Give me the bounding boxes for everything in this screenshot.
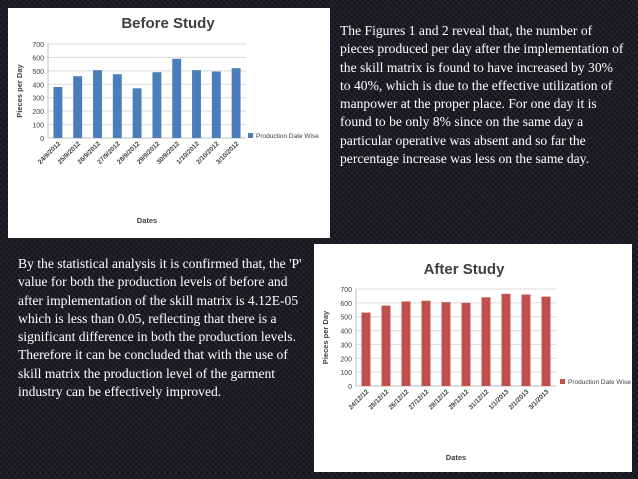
x-tick-label: 2/1/2013 xyxy=(508,388,531,411)
y-tick-label: 700 xyxy=(32,42,44,49)
after-study-chart: After Study 0 100 200 300 400 500 600 700 24/12/1… xyxy=(321,261,631,462)
before-study-chart: Before Study010020030040050060070024/9/2… xyxy=(15,15,319,225)
bar xyxy=(381,305,391,386)
y-axis-label: Pieces per Day xyxy=(15,63,24,117)
y-tick-label: 500 xyxy=(340,315,352,322)
figures-description-text: The Figures 1 and 2 reveal that, the num… xyxy=(340,23,624,167)
bar xyxy=(481,297,491,386)
after-study-chart-panel: After Study 0 100 200 300 400 500 600 700 24/12/1… xyxy=(314,244,632,472)
bar xyxy=(112,74,122,138)
bar xyxy=(541,296,551,386)
x-tick-label: 26/12/12 xyxy=(388,388,411,411)
legend-label: Production Date Wise xyxy=(256,133,319,140)
bar xyxy=(441,302,451,386)
y-tick-label: 400 xyxy=(340,329,352,336)
bar xyxy=(521,294,531,386)
x-tick-label: 24/12/12 xyxy=(348,388,371,411)
y-axis-label: Pieces per Day xyxy=(321,310,330,364)
y-tick-label: 200 xyxy=(32,109,44,116)
bar xyxy=(93,70,102,138)
x-tick-label: 25/12/12 xyxy=(368,388,391,411)
x-axis-label: Dates xyxy=(137,216,157,225)
bar xyxy=(461,302,471,386)
y-tick-label: 500 xyxy=(32,69,44,76)
y-tick-label: 700 xyxy=(340,287,352,294)
chart-title: Before Study xyxy=(121,15,215,32)
before-study-chart-panel: Before Study 0 100 200 300 400 500 600 700 24/9/2… xyxy=(8,8,330,238)
y-tick-label: 600 xyxy=(32,55,44,62)
bar xyxy=(401,301,411,386)
bar xyxy=(192,70,201,138)
bar xyxy=(211,71,221,138)
y-tick-label: 400 xyxy=(32,82,44,89)
y-tick-label: 0 xyxy=(40,136,44,143)
x-tick-label: 28/12/12 xyxy=(428,388,451,411)
x-tick-label: 27/12/12 xyxy=(408,388,431,411)
bar xyxy=(152,72,162,138)
legend-swatch xyxy=(560,379,565,384)
bar xyxy=(53,86,63,138)
legend-swatch xyxy=(248,133,253,138)
statistical-analysis-text: By the statistical analysis it is confir… xyxy=(18,256,302,400)
y-tick-label: 600 xyxy=(340,301,352,308)
y-tick-label: 100 xyxy=(32,123,44,130)
x-axis-label: Dates xyxy=(446,453,466,462)
x-tick-label: 3/1/2013 xyxy=(528,388,551,411)
y-tick-label: 100 xyxy=(340,370,352,377)
legend-label: Production Date Wise xyxy=(568,379,631,386)
bar xyxy=(361,312,371,386)
bar xyxy=(73,76,83,138)
y-tick-label: 200 xyxy=(340,356,352,363)
chart-title: After Study xyxy=(424,261,505,278)
y-tick-label: 0 xyxy=(348,384,352,391)
x-tick-label: 1/1/2013 xyxy=(488,388,511,411)
bar xyxy=(132,88,142,138)
y-tick-label: 300 xyxy=(32,96,44,103)
x-tick-label: 31/12/12 xyxy=(468,388,491,411)
bar xyxy=(501,293,511,386)
bar xyxy=(421,300,431,386)
bar xyxy=(231,68,241,138)
y-tick-label: 300 xyxy=(340,342,352,349)
bar xyxy=(172,58,182,139)
x-tick-label: 29/12/12 xyxy=(448,388,471,411)
